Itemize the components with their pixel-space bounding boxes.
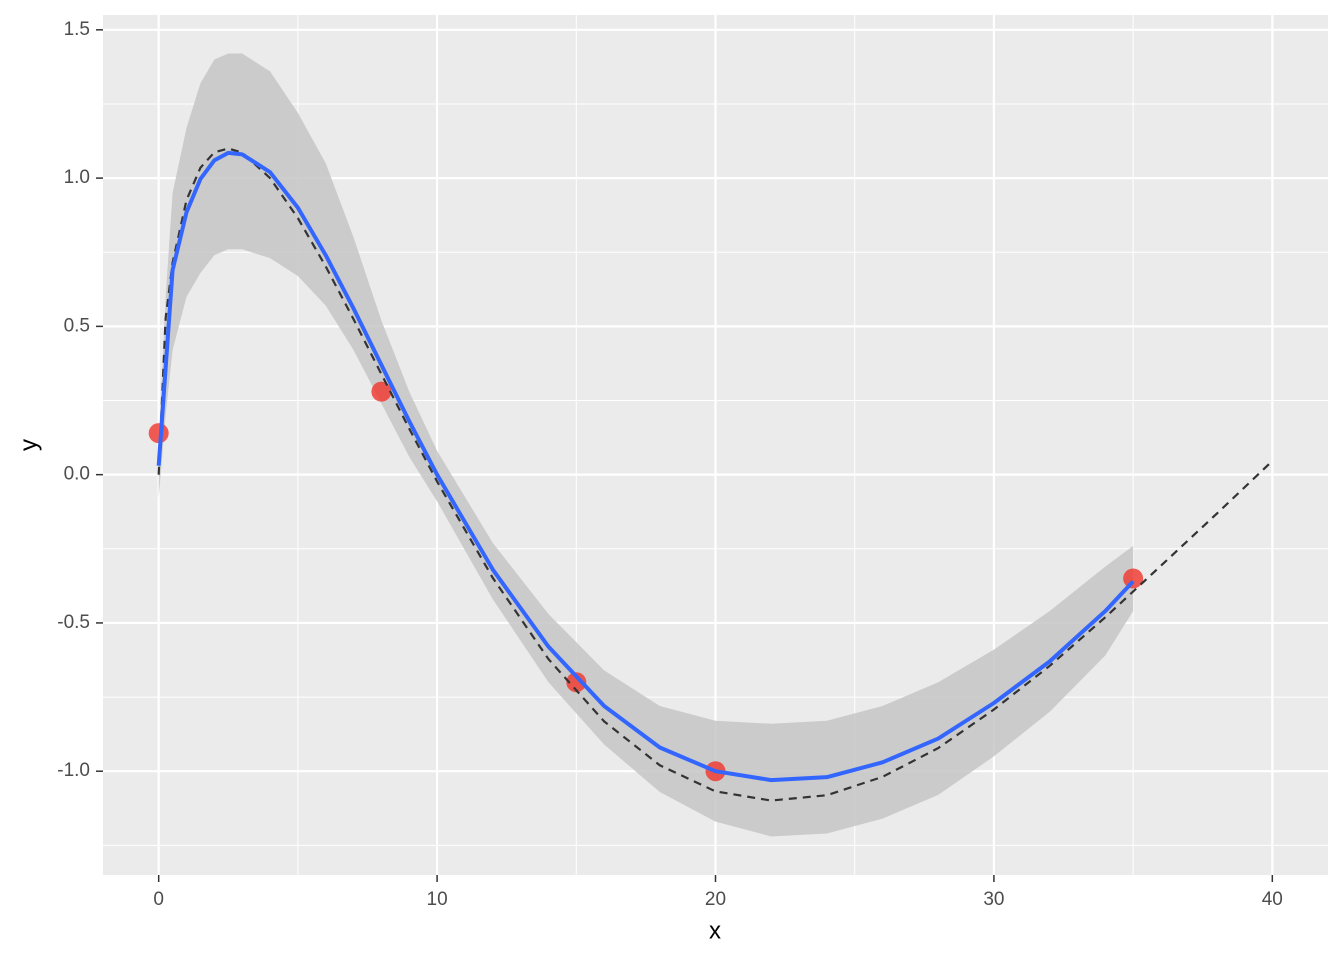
y-axis-title: y xyxy=(15,439,42,451)
x-tick-label: 40 xyxy=(1262,889,1283,910)
data-point xyxy=(371,381,392,402)
plot-layer xyxy=(103,15,1328,875)
y-tick-label: -0.5 xyxy=(57,612,90,633)
x-tick-label: 30 xyxy=(983,889,1004,910)
x-tick-label: 0 xyxy=(153,889,164,910)
x-axis-title: x xyxy=(709,917,721,944)
y-tick-label: -1.0 xyxy=(57,760,90,781)
data-point xyxy=(1123,568,1144,589)
data-point xyxy=(148,423,169,444)
y-tick-label: 1.5 xyxy=(64,19,90,40)
y-tick-label: 1.0 xyxy=(64,167,90,188)
fitted-curve xyxy=(156,150,1135,783)
true-curve xyxy=(157,147,1274,802)
y-tick-label: 0.0 xyxy=(64,464,90,485)
x-tick-label: 10 xyxy=(427,889,448,910)
x-tick-label: 20 xyxy=(705,889,726,910)
confidence-band xyxy=(158,53,1134,837)
data-point xyxy=(566,672,587,693)
y-tick-label: 0.5 xyxy=(64,315,90,336)
